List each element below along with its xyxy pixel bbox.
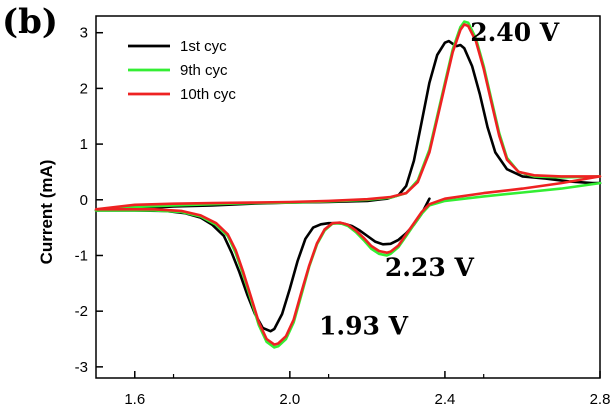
x-axis: 1.6 2.0 2.4 2.8 [124, 371, 610, 408]
y-tick-label: 0 [80, 192, 88, 209]
series-group [94, 20, 602, 349]
plot-frame [95, 15, 601, 379]
y-axis-label: Current (mA) [37, 160, 56, 265]
y-tick-label: -2 [75, 303, 88, 320]
peak-annotation: 1.93 V [319, 312, 409, 341]
panel-label: (b) [2, 2, 58, 42]
peak-annotation: 2.23 V [385, 253, 475, 282]
annotations: 2.40 V 2.23 V 1.93 V [319, 18, 560, 340]
y-tick-label: -1 [75, 247, 88, 264]
y-tick-label: -3 [75, 359, 88, 376]
legend: 1st cyc 9th cyc 10th cyc [128, 38, 236, 103]
plot-area: 1.6 2.0 2.4 2.8 -3 -2 -1 0 1 2 3 2.40 V 2.23 V 1.93… [75, 15, 610, 408]
x-tick-label: 1.6 [124, 391, 145, 408]
y-tick-label: 1 [80, 136, 88, 153]
y-tick-label: 2 [80, 80, 88, 97]
legend-label: 10th cyc [180, 86, 236, 103]
y-tick-label: 3 [80, 25, 88, 42]
peak-annotation: 2.40 V [470, 18, 560, 47]
series-line-1 [94, 39, 602, 333]
y-axis: -3 -2 -1 0 1 2 3 [75, 25, 103, 376]
legend-label: 9th cyc [180, 62, 228, 79]
series-line-3 [94, 23, 602, 346]
legend-label: 1st cyc [180, 38, 227, 55]
series-line-2 [94, 20, 602, 349]
x-tick-label: 2.4 [434, 391, 455, 408]
x-tick-label: 2.8 [590, 391, 611, 408]
x-tick-label: 2.0 [279, 391, 300, 408]
